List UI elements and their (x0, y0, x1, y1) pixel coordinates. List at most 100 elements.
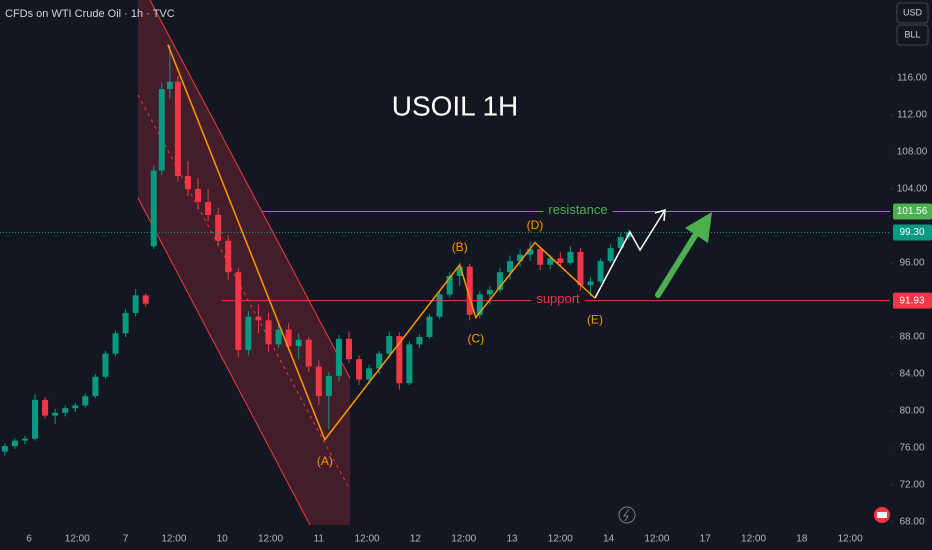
candle-body (597, 261, 604, 282)
candle-body (517, 254, 524, 262)
x-tick-label: 13 (506, 534, 518, 545)
currency-box[interactable] (896, 2, 929, 24)
candle-body (587, 281, 594, 286)
chart-subtitle: CFDs on WTI Crude Oil · 1h · TVC (5, 8, 175, 20)
candle-body (102, 353, 109, 377)
candle-body (235, 272, 242, 350)
last-price-label: 99.30 (899, 227, 924, 238)
candle-body (72, 405, 79, 409)
y-tick-label: 76.00 (899, 443, 924, 454)
y-tick-label: 80.00 (899, 406, 924, 417)
up-arrow-shaft (655, 231, 699, 298)
candle-body (42, 399, 49, 416)
wave-label: (A) (317, 454, 333, 468)
unit-box[interactable] (896, 24, 929, 46)
projection-head (654, 208, 666, 222)
channel (137, 0, 351, 526)
candle-body (275, 329, 282, 345)
candle-body (1, 446, 8, 452)
x-tick-label: 7 (123, 534, 129, 545)
candle-body (436, 294, 443, 317)
candle-body (496, 272, 503, 290)
candle-body (507, 261, 514, 273)
candle-body (607, 248, 614, 262)
y-tick-label: 108.00 (897, 147, 928, 158)
up-arrow-head (685, 212, 712, 243)
level-tag-label: 101.56 (897, 206, 928, 217)
x-tick-label: 6 (26, 534, 32, 545)
replay-icon[interactable] (618, 506, 636, 524)
candle-body (577, 251, 584, 286)
candle-body (476, 294, 483, 315)
x-tick-label: 12:00 (65, 534, 90, 545)
candle-body (396, 336, 403, 384)
x-tick-label: 18 (796, 534, 808, 545)
candle-body (174, 81, 181, 177)
y-tick-label: 104.00 (897, 184, 928, 195)
y-tick-label: 116.00 (897, 73, 927, 84)
x-tick-label: 12:00 (644, 534, 669, 545)
candle-body (345, 338, 352, 360)
x-tick-label: 12:00 (451, 534, 476, 545)
level-name-bg (531, 297, 585, 304)
level-name-bg (543, 208, 613, 215)
candle-body (62, 408, 69, 413)
candle-body (567, 251, 574, 263)
x-tick-label: 17 (700, 534, 712, 545)
x-tick-label: 12:00 (548, 534, 573, 545)
candle-body (92, 376, 99, 397)
candle-body (11, 440, 18, 447)
level-tag (893, 292, 932, 309)
candle-body (265, 320, 272, 345)
candle-body (195, 188, 202, 202)
level-tag-label: 91.93 (899, 295, 924, 306)
wave-label: (B) (452, 240, 468, 254)
logo-mark (877, 512, 887, 518)
plot: 68.00 72.00 76.00 80.00 84.00 88.00 96.00 104.0… (0, 44, 932, 545)
channel-lower (137, 197, 311, 526)
candle-body (52, 412, 59, 416)
candle-body (122, 312, 129, 334)
candle-body (386, 336, 393, 354)
x-tick-label: 12:00 (258, 534, 283, 545)
candle-body (285, 329, 292, 347)
candle-body (166, 81, 173, 90)
wave-line (167, 44, 596, 442)
x-tick-label: 14 (603, 534, 615, 545)
candle-body (150, 170, 157, 247)
y-tick-label: 72.00 (899, 480, 924, 491)
unit: BLL (904, 29, 920, 39)
level-tag (893, 203, 932, 220)
wave-label: (C) (467, 332, 484, 346)
last-price-tag (893, 224, 932, 241)
candle-body (617, 237, 624, 249)
candle-body (446, 275, 453, 295)
x-tick-label: 10 (217, 534, 229, 545)
y-tick-label: 84.00 (899, 369, 924, 380)
projection-path (594, 209, 666, 299)
channel-mid (137, 94, 351, 491)
candle-body (335, 338, 342, 376)
x-tick-label: 12:00 (741, 534, 766, 545)
candle-body (142, 295, 149, 304)
candle-body (416, 336, 423, 345)
candle-body (527, 249, 534, 255)
candle-body (305, 339, 312, 367)
candle-body (406, 344, 413, 384)
x-tick-label: 12:00 (161, 534, 186, 545)
wave-label: (D) (527, 218, 544, 232)
channel-upper (149, 0, 351, 379)
candle-body (158, 89, 165, 171)
wave-label: (E) (587, 312, 603, 326)
candle-body (366, 368, 373, 380)
replay-bolt (623, 508, 630, 522)
x-tick-label: 12:00 (355, 534, 380, 545)
candle-body (225, 240, 232, 273)
candle-body (547, 258, 554, 265)
candle-body (132, 295, 139, 313)
candle-body (486, 289, 493, 295)
candle-body (112, 333, 119, 354)
candle-body (295, 339, 302, 347)
